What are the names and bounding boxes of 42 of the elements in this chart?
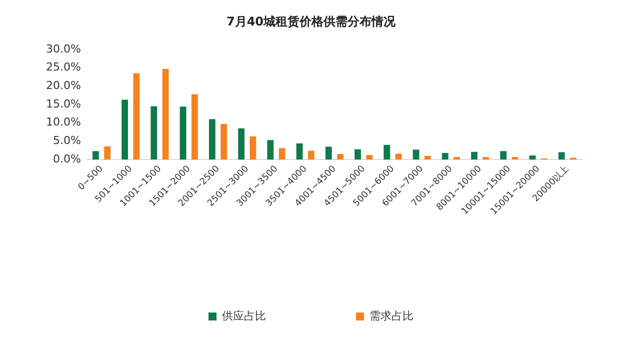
bar [558, 152, 565, 160]
bar [412, 150, 420, 160]
bar [296, 143, 303, 160]
bar [122, 100, 128, 160]
bar [500, 151, 507, 160]
bar [395, 154, 402, 160]
bar [442, 152, 448, 160]
bar [454, 156, 460, 160]
y-tick-label: 0.0% [52, 152, 81, 166]
bar [337, 154, 344, 160]
y-tick-label: 5.0% [52, 134, 81, 148]
legend-label: 供应占比 [222, 309, 266, 322]
bar [512, 156, 518, 160]
y-tick-label: 25.0% [46, 60, 81, 74]
y-tick-label: 15.0% [46, 97, 81, 110]
y-tick-label: 10.0% [46, 116, 81, 129]
bar [162, 68, 169, 160]
bar [482, 156, 490, 160]
bar [471, 152, 478, 160]
bar [325, 146, 332, 160]
legend-label: 需求占比 [370, 309, 414, 322]
y-tick-label: 20.0% [46, 78, 81, 92]
bar [208, 119, 216, 160]
bar [150, 106, 158, 160]
bar [250, 136, 256, 160]
bar [180, 106, 186, 160]
bar [366, 155, 373, 160]
bar [424, 156, 431, 160]
bar [92, 151, 99, 160]
y-tick-label: 30.0% [46, 42, 81, 56]
bar [220, 124, 228, 160]
bar [238, 128, 244, 160]
bar [354, 149, 361, 160]
bar [191, 94, 198, 160]
chart-title: 7月40城租赁价格供需分布情况 [226, 14, 397, 28]
bar [278, 148, 286, 160]
bar [384, 144, 390, 160]
bar [133, 73, 140, 160]
bar [104, 146, 111, 160]
bar [529, 156, 536, 160]
bar [308, 150, 314, 160]
bar [267, 140, 274, 160]
